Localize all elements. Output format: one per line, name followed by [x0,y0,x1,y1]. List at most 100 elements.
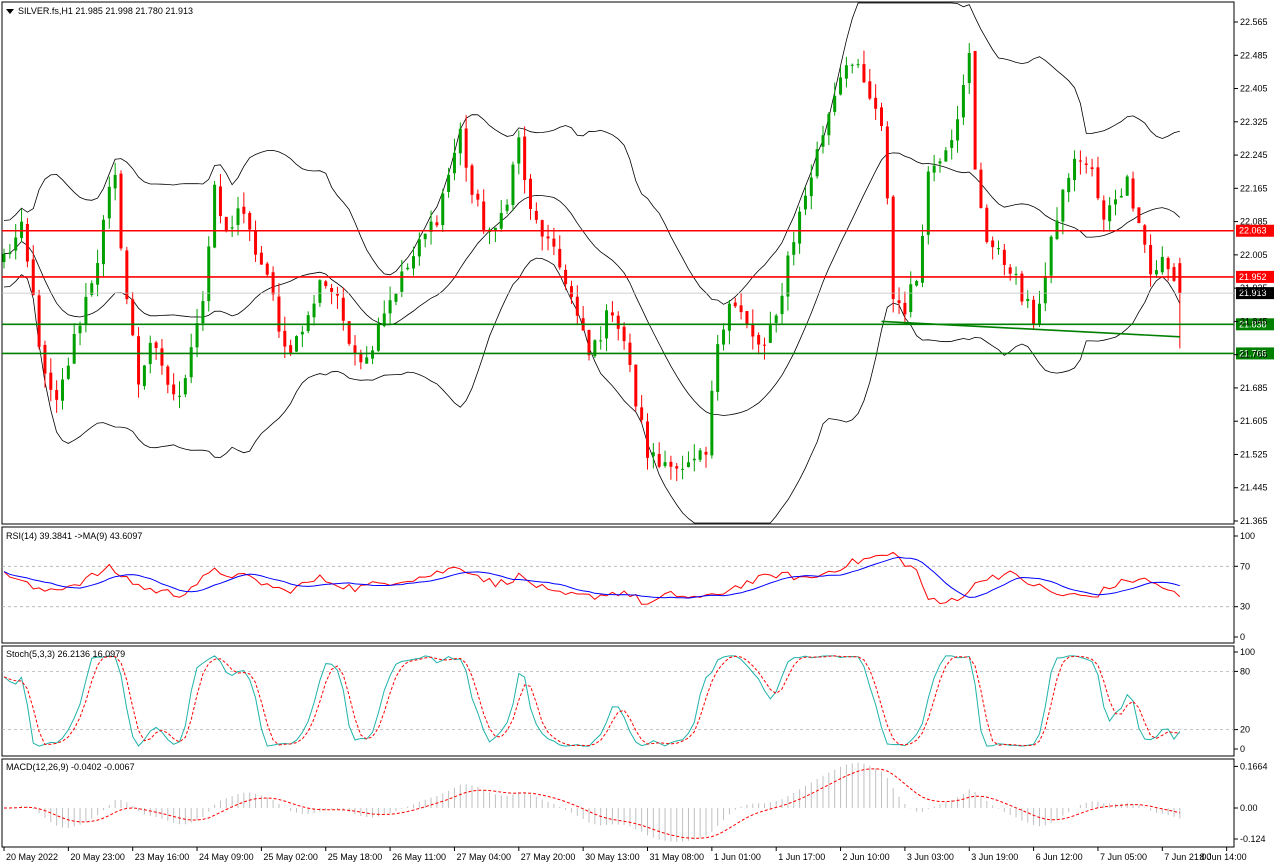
candle [915,279,919,287]
indicator-tick-label: 100 [1240,647,1255,657]
rsi-pane-frame [1,526,1235,644]
candle [1143,223,1147,253]
rsi-axis: 100 70 30 0 [1234,531,1255,642]
candle [1049,235,1053,284]
candle [1008,264,1012,281]
candle [20,208,24,242]
candle [809,164,813,210]
time-tick-label: 24 May 09:00 [199,852,254,862]
stoch-axis: 100 80 20 0 [1234,647,1255,754]
candle [189,333,193,384]
price-tick-label: 21.365 [1240,516,1268,526]
candle [956,105,960,153]
candle [1002,244,1006,276]
stoch-pane[interactable]: 100 80 20 0 Stoch(5,3,3) 26.2136 16.0979 [1,645,1255,757]
horizontal-levels[interactable]: 22.063 21.952 21.838 21.768 21.913 [2,224,1274,360]
candle [903,291,907,323]
candle [523,126,527,194]
time-tick-label: 30 May 13:00 [585,852,640,862]
candle [66,357,70,381]
candle [950,129,954,160]
candle [529,174,532,220]
candle [14,224,18,260]
candle [464,115,468,182]
candle [768,311,772,344]
price-tick-label: 22.485 [1240,50,1268,60]
candle [90,280,94,297]
candle [37,289,41,350]
candle [786,251,790,311]
support-trendline[interactable] [881,320,1180,338]
time-tick-label: 7 Jun 05:00 [1100,852,1147,862]
time-tick-label: 25 May 18:00 [328,852,383,862]
resistance-level-tag [1236,224,1274,237]
candle [248,211,252,242]
candle [8,244,12,259]
candle [774,313,778,333]
candle [435,215,439,228]
candle [154,340,158,360]
candle [224,216,228,233]
candle [552,227,556,256]
candle [780,282,784,324]
candle [844,56,848,88]
price-pane-frame [1,1,1235,525]
candle [979,162,983,209]
candle [669,455,673,480]
chart-header: SILVER.fs,H1 21.985 21.998 21.780 21.913 [18,6,193,16]
current-price-label: 21.913 [1239,288,1267,298]
indicator-tick-label: 0 [1240,632,1245,642]
candle [2,248,6,269]
current-price-tag [1236,287,1274,300]
time-tick-label: 1 Jun 17:00 [778,852,825,862]
price-tick-label: 21.605 [1240,416,1268,426]
candle [230,215,234,238]
indicator-tick-label: 0.1664 [1240,761,1268,771]
candle [692,444,696,472]
candle [733,297,737,308]
indicator-tick-label: 70 [1240,561,1250,571]
candle [365,346,369,364]
rsi-pane[interactable]: 100 70 30 0 RSI(14) 39.3841 ->MA(9) 43.6097 [1,526,1255,644]
candle [166,364,170,394]
candle [254,220,258,262]
candle [862,50,866,84]
candle [353,335,357,366]
candle [1160,246,1164,275]
indicator-tick-label: 0.00 [1240,803,1258,813]
candle [295,335,298,353]
rsi-label: RSI(14) 39.3841 ->MA(9) 43.6097 [6,531,142,541]
candle [406,263,410,271]
candle [1043,262,1047,312]
resistance-level-tag [1236,270,1274,283]
candle [236,196,240,236]
candle [967,43,971,95]
candle [722,323,726,351]
candle [72,323,76,364]
candle [25,218,29,268]
triangle-down-icon[interactable] [6,9,14,14]
price-tick-label: 22.325 [1240,117,1268,127]
indicator-tick-label: 30 [1240,602,1250,612]
candle [131,292,135,337]
candle [43,340,47,388]
candle [417,232,421,266]
candle [213,180,217,249]
candle [312,295,316,326]
macd-label: MACD(12,26,9) -0.0402 -0.0067 [6,762,135,772]
candle [751,309,755,350]
candle [330,283,334,305]
price-tick-label: 22.245 [1240,150,1268,160]
candle [599,326,603,350]
candle [1108,197,1112,232]
price-tick-label: 22.005 [1240,250,1268,260]
candle [511,161,515,211]
price-tick-label: 21.845 [1240,316,1268,326]
candle [991,236,995,260]
candle [447,167,451,198]
candle [452,138,456,181]
macd-pane[interactable]: 0.1664 0.00 -0.124 MACD(12,26,9) -0.0402 -… [1,758,1268,848]
candle [96,249,100,297]
